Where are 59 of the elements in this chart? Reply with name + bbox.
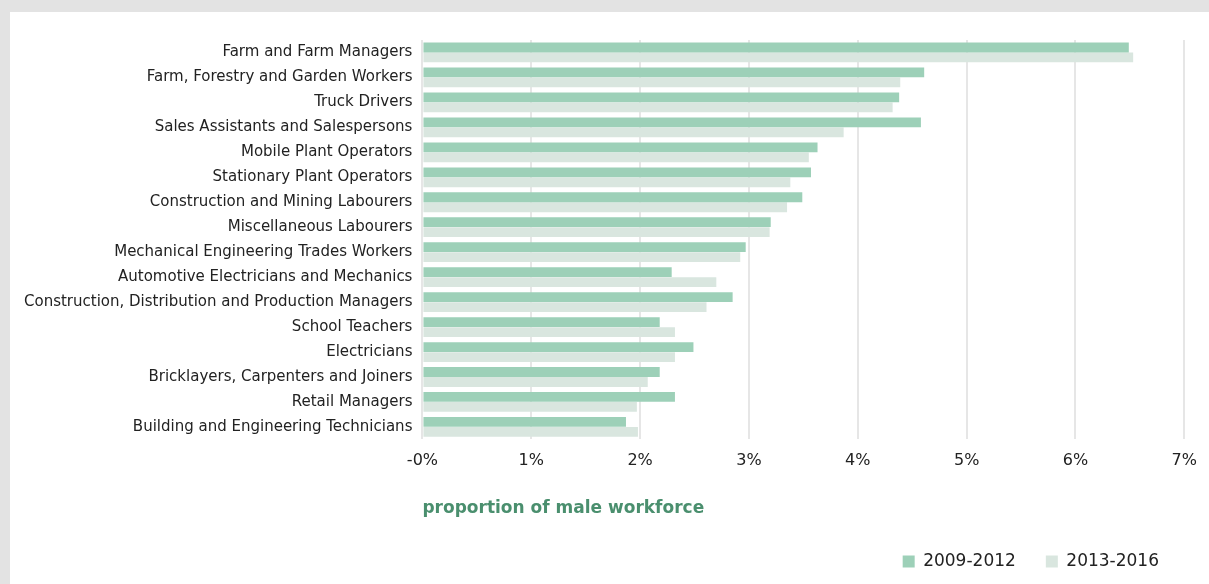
bar bbox=[423, 217, 771, 228]
x-tick-label: -0% bbox=[406, 450, 439, 470]
bar bbox=[423, 427, 638, 437]
bar bbox=[423, 52, 1134, 63]
y-tick-label: Sales Assistants and Salespersons bbox=[154, 117, 413, 136]
legend-label: 2013-2016 bbox=[1066, 549, 1160, 570]
x-tick-label: 1% bbox=[518, 450, 544, 470]
bar bbox=[423, 127, 844, 138]
bar bbox=[423, 417, 626, 427]
bar bbox=[423, 42, 1129, 53]
bar bbox=[423, 117, 921, 128]
x-axis-title: proportion of male workforce bbox=[422, 497, 705, 518]
x-tick-label: 5% bbox=[953, 450, 980, 470]
bar bbox=[423, 67, 925, 78]
y-tick-label: School Teachers bbox=[291, 316, 413, 335]
y-tick-label: Building and Engineering Technicians bbox=[132, 416, 413, 435]
bar bbox=[423, 302, 707, 312]
bar bbox=[423, 277, 717, 288]
y-tick-label: Miscellaneous Labourers bbox=[227, 217, 413, 236]
y-tick-label: Retail Managers bbox=[291, 391, 413, 410]
x-tick-label: 7% bbox=[1171, 450, 1197, 470]
bar bbox=[423, 377, 648, 387]
y-tick-label: Bricklayers, Carpenters and Joiners bbox=[148, 366, 413, 385]
bar bbox=[423, 267, 672, 278]
y-tick-label: Farm and Farm Managers bbox=[222, 42, 413, 61]
bar bbox=[423, 102, 893, 113]
bar bbox=[423, 142, 818, 153]
bar bbox=[423, 227, 770, 238]
y-tick-label: Truck Drivers bbox=[313, 92, 413, 111]
bar bbox=[423, 402, 637, 412]
y-tick-label: Construction, Distribution and Production Managers bbox=[23, 292, 413, 310]
y-tick-label: Stationary Plant Operators bbox=[212, 167, 413, 186]
bar bbox=[423, 392, 675, 402]
bar bbox=[423, 177, 791, 188]
x-tick-label: 6% bbox=[1062, 450, 1089, 470]
bar bbox=[423, 352, 675, 362]
y-tick-label: Electricians bbox=[326, 341, 413, 360]
bar bbox=[423, 202, 788, 213]
bar bbox=[423, 317, 660, 327]
y-tick-label: Mobile Plant Operators bbox=[240, 142, 413, 161]
bar bbox=[423, 92, 900, 103]
bar bbox=[423, 77, 901, 88]
y-tick-label: Automotive Electricians and Mechanics bbox=[118, 267, 413, 286]
bar bbox=[423, 327, 675, 337]
bar bbox=[423, 167, 811, 178]
y-tick-label: Mechanical Engineering Trades Workers bbox=[114, 242, 413, 261]
bar bbox=[423, 292, 733, 303]
bar bbox=[423, 242, 746, 253]
legend-label: 2009-2012 bbox=[923, 549, 1016, 570]
y-tick-label: Farm, Forestry and Garden Workers bbox=[146, 67, 413, 86]
bar bbox=[423, 367, 660, 377]
x-tick-label: 2% bbox=[627, 450, 653, 470]
x-tick-label: 4% bbox=[845, 450, 871, 470]
bar bbox=[423, 342, 694, 352]
y-tick-label: Construction and Mining Labourers bbox=[149, 192, 413, 211]
bar bbox=[423, 152, 809, 163]
bar bbox=[423, 192, 803, 203]
bar bbox=[423, 252, 741, 263]
x-tick-label: 3% bbox=[736, 450, 762, 470]
